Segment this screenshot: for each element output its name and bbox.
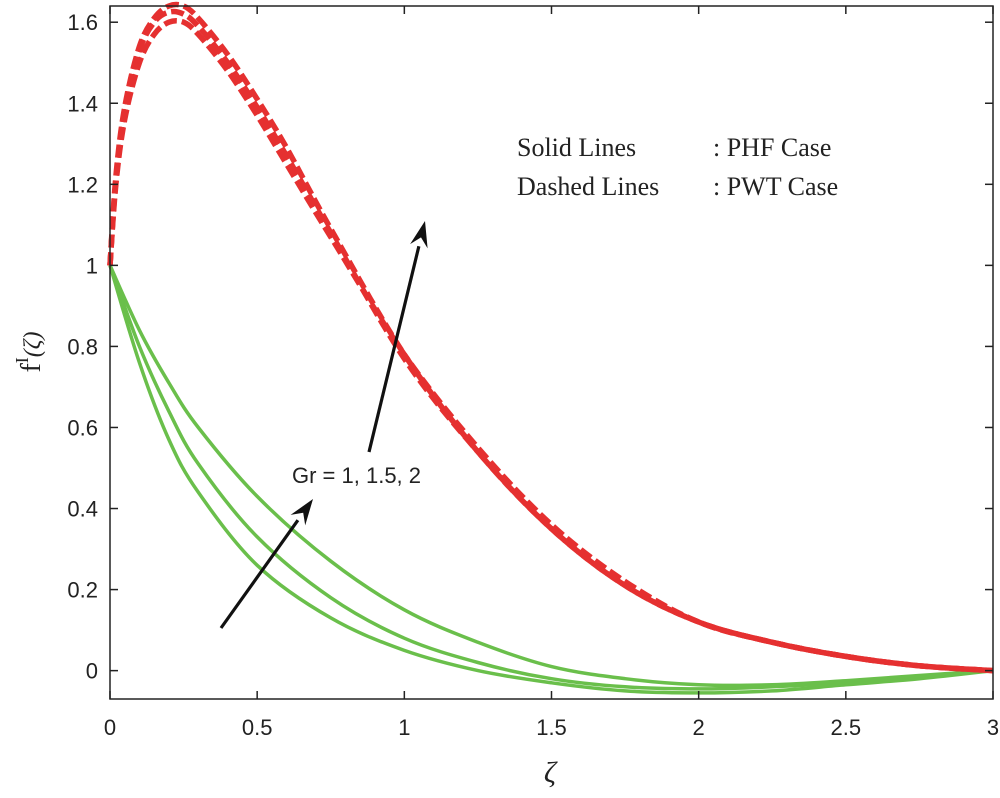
x-axis-label: ζ — [544, 756, 558, 789]
x-tick-label: 1 — [398, 715, 410, 740]
dashed-lines-arrow-head — [410, 221, 428, 249]
solid-series-1 — [108, 264, 994, 695]
svg-text:fI(ζ): fI(ζ) — [12, 331, 47, 372]
x-tick-label: 2 — [693, 715, 705, 740]
gr-annotation: Gr = 1, 1.5, 2 — [292, 463, 421, 488]
arrow-layer — [219, 221, 428, 629]
y-tick-label: 0 — [86, 659, 98, 684]
series-layer — [107, 1, 994, 695]
tick-layer: 0 0.5 1 1.5 2 2.5 3 0 0.2 0.4 0.6 0.8 1 1.2 1.4 1.6 — [67, 6, 999, 740]
y-tick-label: 1.4 — [67, 91, 98, 116]
dashed-series-3 — [107, 1, 994, 674]
y-tick-label: 1.6 — [67, 10, 98, 35]
y-tick-label: 1.2 — [67, 172, 98, 197]
x-tick-label: 3 — [987, 715, 999, 740]
y-tick-label: 0.6 — [67, 415, 98, 440]
legend-pwt-case: : PWT Case — [713, 172, 838, 201]
ylabel-argument: (ζ) — [20, 331, 46, 357]
y-tick-label: 0.4 — [67, 497, 98, 522]
x-tick-label: 1.5 — [536, 715, 567, 740]
x-tick-label: 0 — [104, 715, 116, 740]
solid-lines-arrow-head — [290, 499, 313, 526]
legend-dashed-lines: Dashed Lines — [517, 172, 659, 201]
dashed-series-2 — [107, 8, 994, 674]
solid-lines-arrow — [219, 499, 313, 629]
dashed-lines-arrow-shaft — [367, 245, 421, 453]
y-axis-label: fI(ζ) — [12, 331, 47, 372]
legend-solid-lines: Solid Lines — [517, 133, 636, 162]
ylabel-f: f — [16, 363, 47, 373]
x-tick-label: 2.5 — [831, 715, 862, 740]
plot-frame — [109, 5, 994, 700]
dashed-lines-arrow — [367, 221, 428, 453]
ylabel-superscript: I — [12, 357, 32, 363]
legend-phf-case: : PHF Case — [713, 133, 831, 162]
y-tick-label: 0.8 — [67, 334, 98, 359]
solid-lines-arrow-shaft — [219, 519, 300, 629]
legend-note: Solid Lines : PHF Case Dashed Lines : PW… — [517, 133, 838, 201]
y-tick-label: 1 — [86, 253, 98, 278]
dashed-series-1 — [107, 17, 994, 674]
solid-series-2 — [108, 264, 994, 691]
solid-series-3 — [108, 264, 994, 688]
x-tick-label: 0.5 — [242, 715, 273, 740]
y-tick-label: 0.2 — [67, 578, 98, 603]
